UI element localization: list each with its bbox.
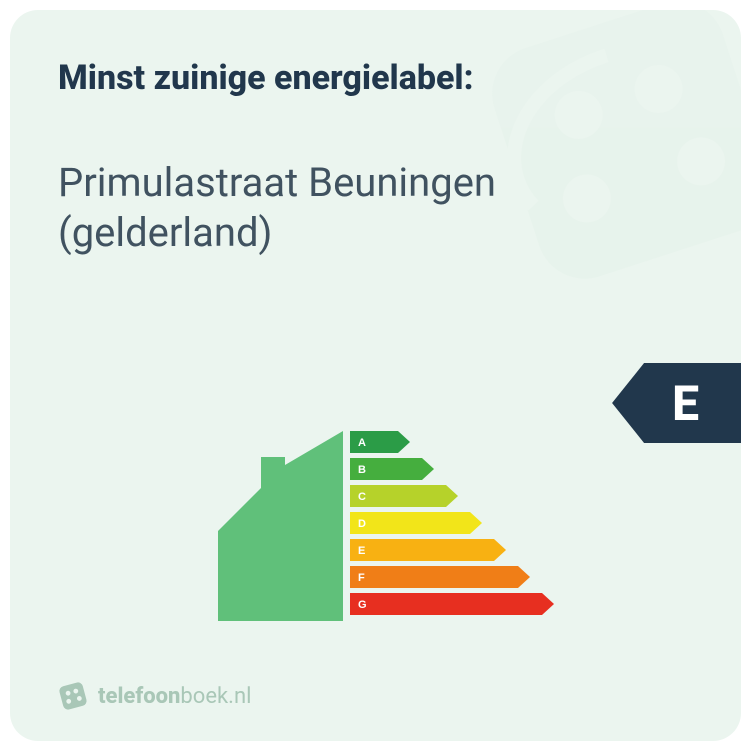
card-subtitle: Primulastraat Beuningen (gelderland) bbox=[58, 158, 693, 258]
footer: telefoonboek.nl bbox=[58, 681, 693, 711]
energy-bars-svg: A B C D E F G bbox=[198, 411, 568, 641]
energy-bar-label-f: F bbox=[358, 572, 365, 584]
brand-bold: telefoon bbox=[98, 684, 180, 709]
energy-bar-e bbox=[350, 539, 506, 561]
energy-bar-d bbox=[350, 512, 482, 534]
energy-bar-f bbox=[350, 566, 530, 588]
rating-indicator: E bbox=[612, 363, 741, 443]
energy-bar-label-b: B bbox=[358, 464, 366, 476]
brand-text: telefoonboek.nl bbox=[98, 684, 251, 709]
energy-bar-g bbox=[350, 593, 554, 615]
house-icon bbox=[218, 431, 343, 621]
energy-bar-label-a: A bbox=[358, 437, 366, 449]
brand-icon bbox=[58, 681, 88, 711]
energy-chart: A B C D E F G E bbox=[58, 298, 693, 681]
energy-label-card: Minst zuinige energielabel: Primulastraa… bbox=[10, 10, 741, 741]
energy-bar-c bbox=[350, 485, 458, 507]
energy-bar-label-d: D bbox=[358, 518, 366, 530]
brand-light: boek bbox=[180, 684, 228, 709]
card-title: Minst zuinige energielabel: bbox=[58, 58, 693, 98]
brand-tld: .nl bbox=[228, 684, 251, 709]
energy-bar-label-e: E bbox=[358, 545, 365, 557]
energy-bar-label-g: G bbox=[358, 599, 367, 611]
energy-bar-label-c: C bbox=[358, 491, 366, 503]
rating-letter: E bbox=[672, 375, 699, 432]
